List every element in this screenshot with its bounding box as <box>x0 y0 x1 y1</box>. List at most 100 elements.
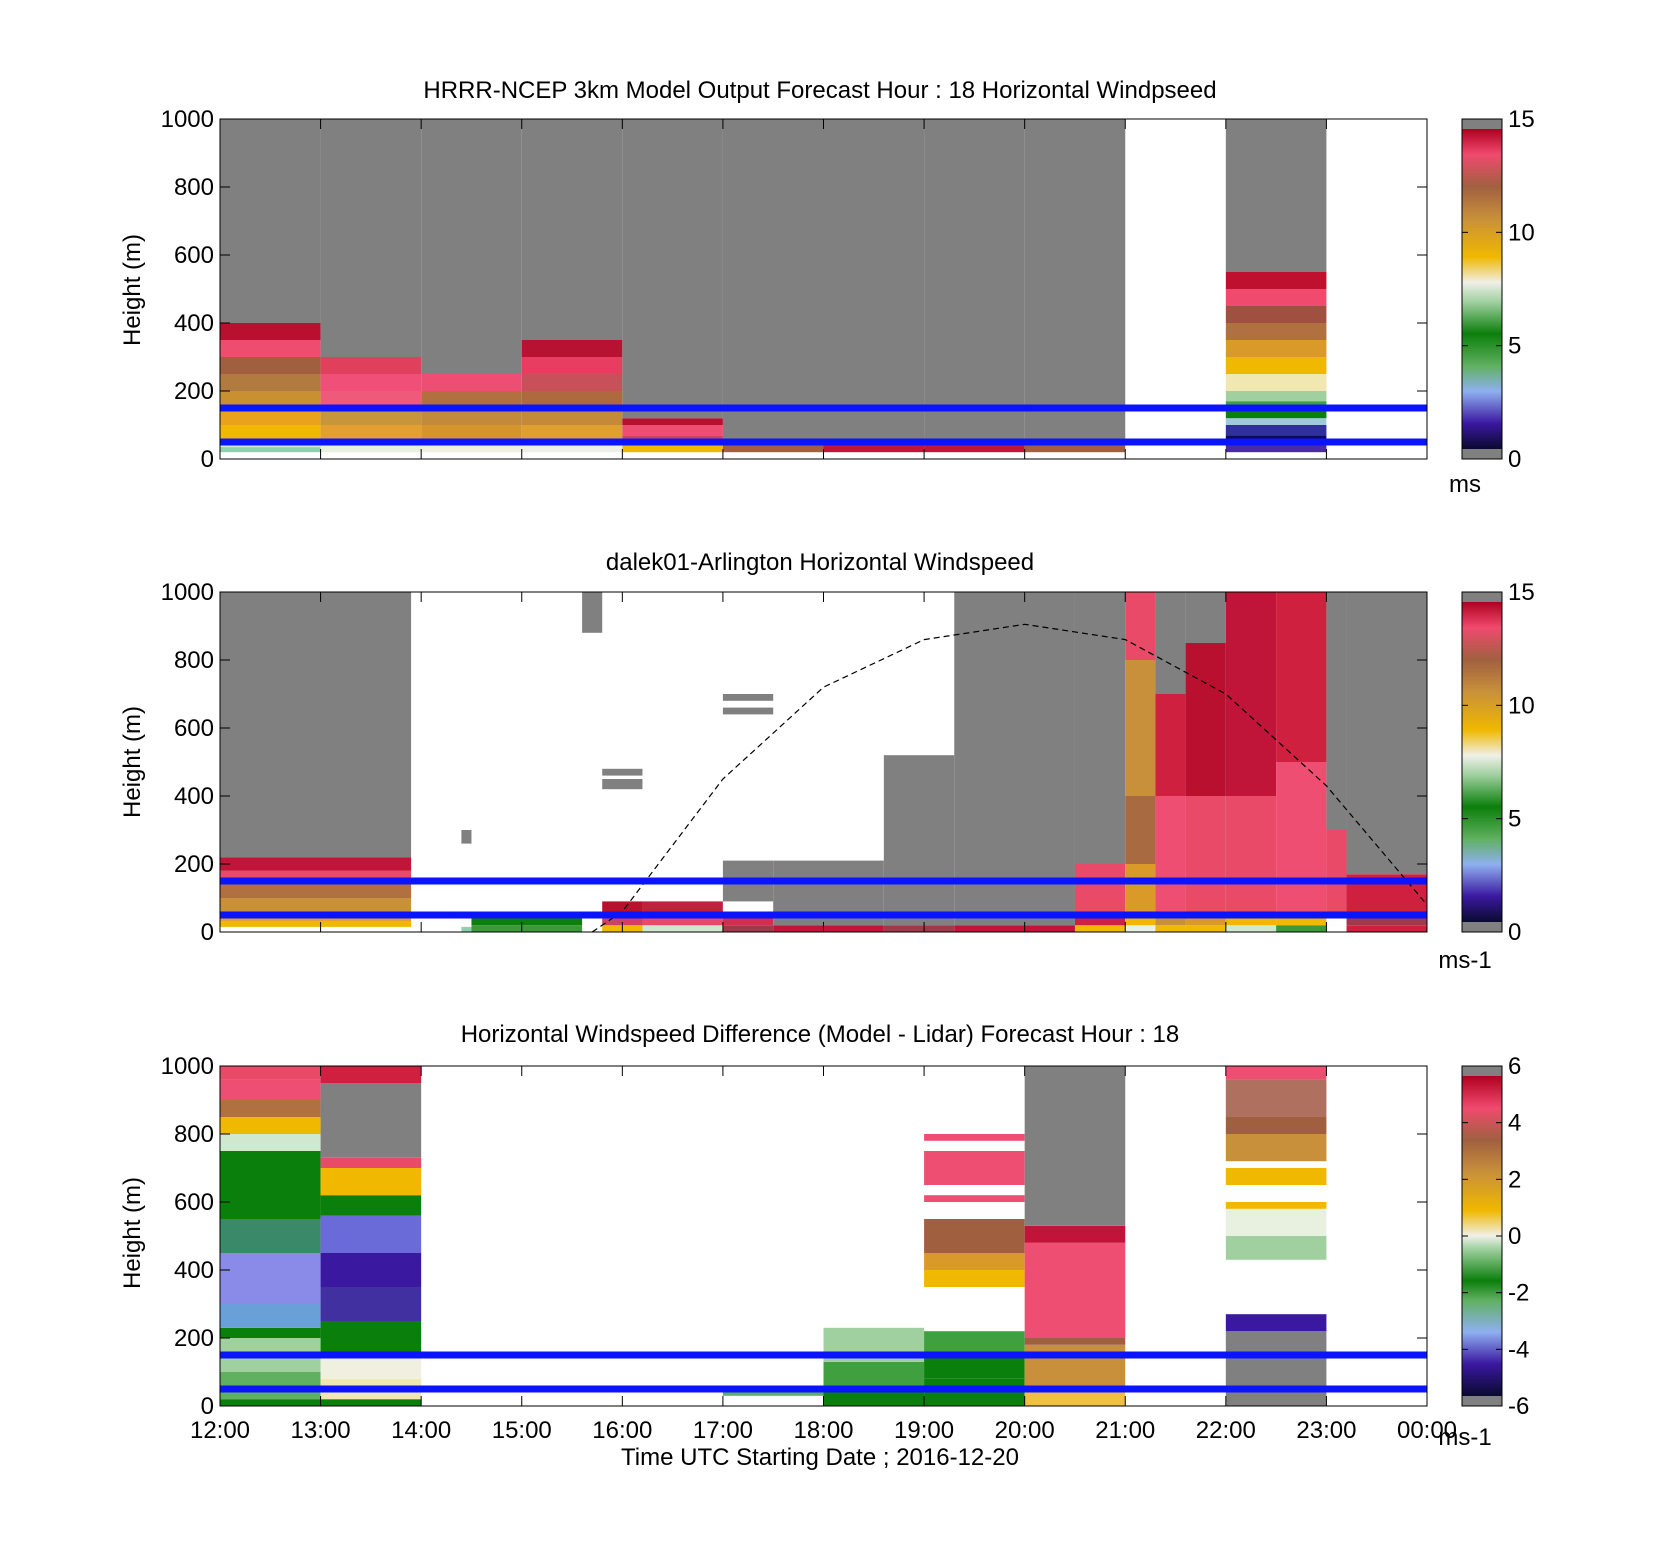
x-tick-label: 17:00 <box>693 1417 753 1444</box>
time-column <box>722 592 774 932</box>
y-tick-label: 200 <box>174 851 214 878</box>
heatmap-cell <box>220 357 321 374</box>
colorbar-tick-label: -6 <box>1508 1393 1529 1420</box>
heatmap-cell <box>622 425 723 436</box>
time-column <box>823 119 925 459</box>
colorbar-gradient <box>1462 602 1502 922</box>
heatmap-cell <box>521 340 623 357</box>
x-tick-label: 21:00 <box>1095 1417 1155 1444</box>
heatmap-cell <box>622 452 723 459</box>
colorbar-tick-label: 0 <box>1508 1223 1521 1250</box>
heatmap-cell <box>320 442 422 453</box>
heatmap-cell <box>220 323 321 340</box>
heatmap-cell <box>220 374 321 391</box>
colorbar-tick-label: 10 <box>1508 692 1535 719</box>
heatmap-cell <box>1225 289 1327 306</box>
heatmap-cell <box>1225 357 1327 374</box>
y-tick-label: 800 <box>174 647 214 674</box>
heatmap-cell <box>1225 1236 1327 1260</box>
y-tick-label: 200 <box>174 1325 214 1352</box>
heatmap-cell <box>1225 119 1327 272</box>
y-tick-label: 1000 <box>161 106 214 133</box>
time-column <box>1276 592 1327 932</box>
heatmap-cell <box>320 1399 422 1406</box>
heatmap-cell <box>220 1304 321 1328</box>
heatmap-cell <box>642 901 723 912</box>
heatmap-cell <box>924 1331 1025 1355</box>
heatmap-cell <box>521 391 623 408</box>
heatmap-cell <box>773 925 884 932</box>
heatmap-cell <box>1125 660 1156 796</box>
colorbar: 0 5 10 15 <box>1461 579 1535 946</box>
heatmap-cell <box>220 1399 321 1406</box>
time-column <box>1225 119 1327 459</box>
time-column <box>220 119 321 459</box>
heatmap-cell <box>1155 592 1186 694</box>
heatmap-cell <box>1185 796 1226 912</box>
heatmap-cell <box>1225 272 1327 289</box>
heatmap-cell <box>521 452 623 459</box>
x-tick-label: 19:00 <box>894 1417 954 1444</box>
y-tick-label: 400 <box>174 1257 214 1284</box>
heatmap-cells <box>220 119 1327 459</box>
colorbar-tick-label: 0 <box>1508 446 1521 473</box>
time-column <box>954 592 1075 932</box>
heatmap-cell <box>1225 411 1327 419</box>
heatmap-cell <box>320 1215 422 1253</box>
heatmap-cell <box>421 425 522 442</box>
y-tick-label: 600 <box>174 242 214 269</box>
x-tick-label: 22:00 <box>1196 1417 1256 1444</box>
heatmap-cell <box>220 1117 321 1134</box>
heatmap-cell <box>1225 1168 1327 1185</box>
heatmap-cell <box>1225 425 1327 436</box>
heatmap-cell <box>1074 592 1126 864</box>
heatmap-cell <box>883 925 955 932</box>
heatmap-cells <box>220 1066 1327 1406</box>
heatmap-cell <box>924 119 1025 446</box>
time-column <box>1225 1066 1327 1406</box>
time-column <box>471 918 583 932</box>
heatmap-cell <box>1024 445 1126 453</box>
colorbar-tick-label: -2 <box>1508 1280 1529 1307</box>
colorbar-gradient <box>1462 129 1502 449</box>
heatmap-cell <box>220 1066 321 1080</box>
heatmap-cell <box>924 1134 1025 1141</box>
heatmap-cell <box>1225 1066 1327 1080</box>
heatmap-cell <box>471 918 583 926</box>
heatmap-cell <box>220 119 321 323</box>
solar-elevation-curve <box>591 623 1428 933</box>
heatmap-cell <box>1155 925 1186 932</box>
time-column <box>582 592 603 633</box>
heatmap-cell <box>823 452 925 459</box>
heatmap-cell <box>924 452 1025 459</box>
heatmap-cell <box>1225 445 1327 453</box>
heatmap-cell <box>471 925 583 932</box>
heatmap-cell <box>722 452 824 459</box>
y-tick-label: 0 <box>201 1393 214 1420</box>
heatmap-cell <box>220 1100 321 1117</box>
y-tick-label: 1000 <box>161 579 214 606</box>
heatmap-cell <box>320 1168 422 1196</box>
heatmap-cell <box>1125 592 1156 660</box>
time-column <box>461 830 472 932</box>
heatmap-cell <box>1276 925 1327 932</box>
heatmap-cell <box>320 374 422 391</box>
heatmap-cell <box>521 119 623 340</box>
heatmap-cell <box>320 425 422 442</box>
heatmap-cell <box>220 884 412 898</box>
y-tick-label: 400 <box>174 310 214 337</box>
heatmap-cell <box>320 1355 422 1379</box>
heatmap-cell <box>220 898 412 915</box>
heatmap-cell <box>924 445 1025 453</box>
colorbar-tick-label: 4 <box>1508 1110 1521 1137</box>
heatmap-cell <box>521 357 623 374</box>
heatmap-cell <box>924 1195 1025 1202</box>
heatmap-cell <box>1326 592 1347 830</box>
heatmap-cell <box>1225 452 1327 459</box>
heatmap-cell <box>1074 864 1126 912</box>
heatmap-cell <box>823 119 925 446</box>
heatmap-cell <box>1225 1134 1327 1162</box>
heatmap-cell <box>1225 340 1327 357</box>
y-tick-label: 800 <box>174 1121 214 1148</box>
heatmap-cell <box>220 408 321 425</box>
